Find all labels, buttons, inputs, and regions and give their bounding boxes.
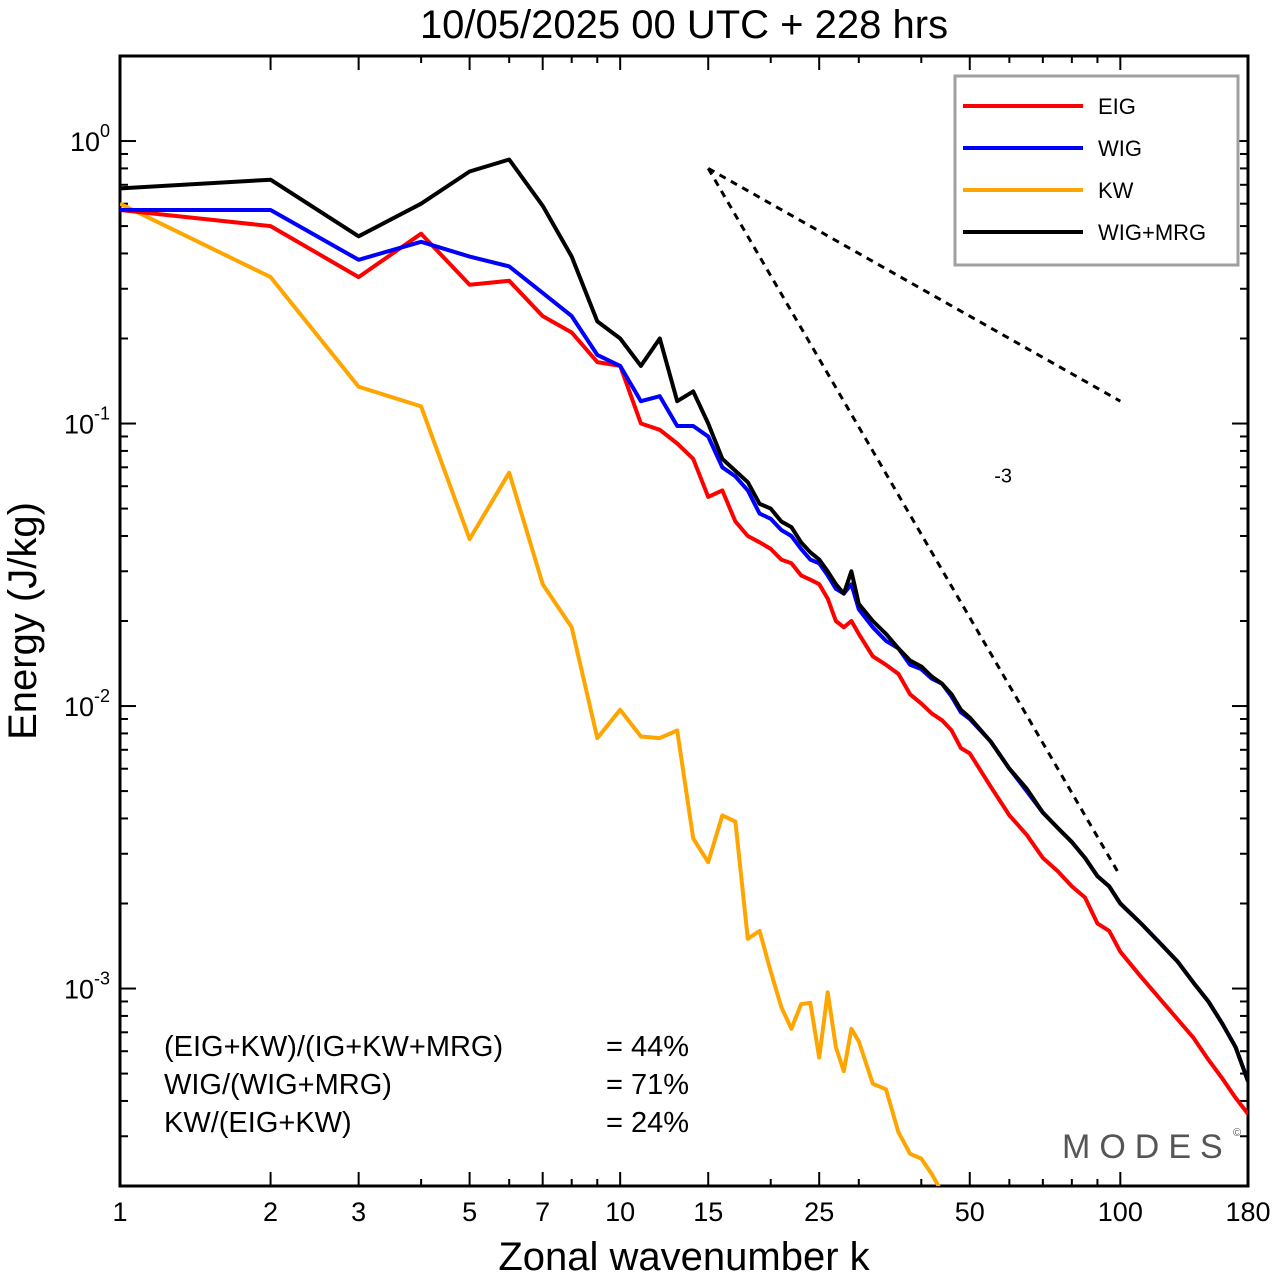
ratio-label: (EIG+KW)/(IG+KW+MRG) (164, 1031, 503, 1063)
legend-label: EIG (1098, 94, 1136, 119)
series-line-eig (120, 208, 1248, 1116)
x-tick-label: 2 (263, 1197, 278, 1227)
reference-slopes: -5/3-3 (706, 167, 1122, 877)
x-tick-label: 3 (351, 1197, 366, 1227)
series-lines (120, 157, 1248, 1186)
ratio-value: = 44% (606, 1031, 689, 1063)
x-tick-label: 1 (112, 1197, 127, 1227)
reference-line-label: -3 (994, 465, 1012, 487)
y-tick-label: 10-1 (64, 404, 110, 440)
ratio-annotations: (EIG+KW)/(IG+KW+MRG) = 44% WIG/(WIG+MRG) = … (164, 1031, 689, 1139)
series-line-wig (120, 208, 1248, 1082)
copyright-mark: © (1233, 1127, 1241, 1139)
x-axis-title: Zonal wavenumber k (498, 1235, 870, 1279)
ratio-value: = 71% (606, 1069, 689, 1101)
x-tick-label: 100 (1098, 1197, 1143, 1227)
series-line-wig-mrg (120, 157, 1248, 1082)
x-tick-label: 180 (1225, 1197, 1270, 1227)
ratio-label: KW/(EIG+KW) (164, 1107, 352, 1139)
tick-marks (119, 55, 1249, 1187)
legend-label: KW (1098, 178, 1134, 203)
modes-brand: MODES (1062, 1128, 1232, 1166)
x-tick-label: 5 (462, 1197, 477, 1227)
x-tick-label: 25 (804, 1197, 834, 1227)
y-tick-labels: 10-3 10-2 10-1 100 (64, 121, 110, 1005)
chart-title: 10/05/2025 00 UTC + 228 hrs (420, 3, 948, 47)
x-tick-label: 10 (605, 1197, 635, 1227)
y-tick-label: 100 (70, 121, 110, 157)
reference-line (707, 167, 1122, 403)
ratio-label: WIG/(WIG+MRG) (164, 1069, 392, 1101)
x-tick-label: 50 (955, 1197, 985, 1227)
ratio-value: = 24% (606, 1107, 689, 1139)
legend-label: WIG+MRG (1098, 220, 1206, 245)
y-tick-label: 10-2 (64, 686, 110, 722)
y-axis-title: Energy (J/kg) (1, 502, 45, 740)
x-tick-label: 7 (535, 1197, 550, 1227)
series-line-kw (120, 201, 941, 1186)
legend: EIG WIG KW WIG+MRG (953, 74, 1240, 267)
x-tick-labels: 1 2 3 5 7 10 15 25 50 100 180 (112, 1197, 1270, 1227)
x-tick-label: 15 (693, 1197, 723, 1227)
legend-label: WIG (1098, 136, 1142, 161)
reference-line (706, 167, 1122, 877)
y-tick-label: 10-3 (64, 969, 110, 1005)
